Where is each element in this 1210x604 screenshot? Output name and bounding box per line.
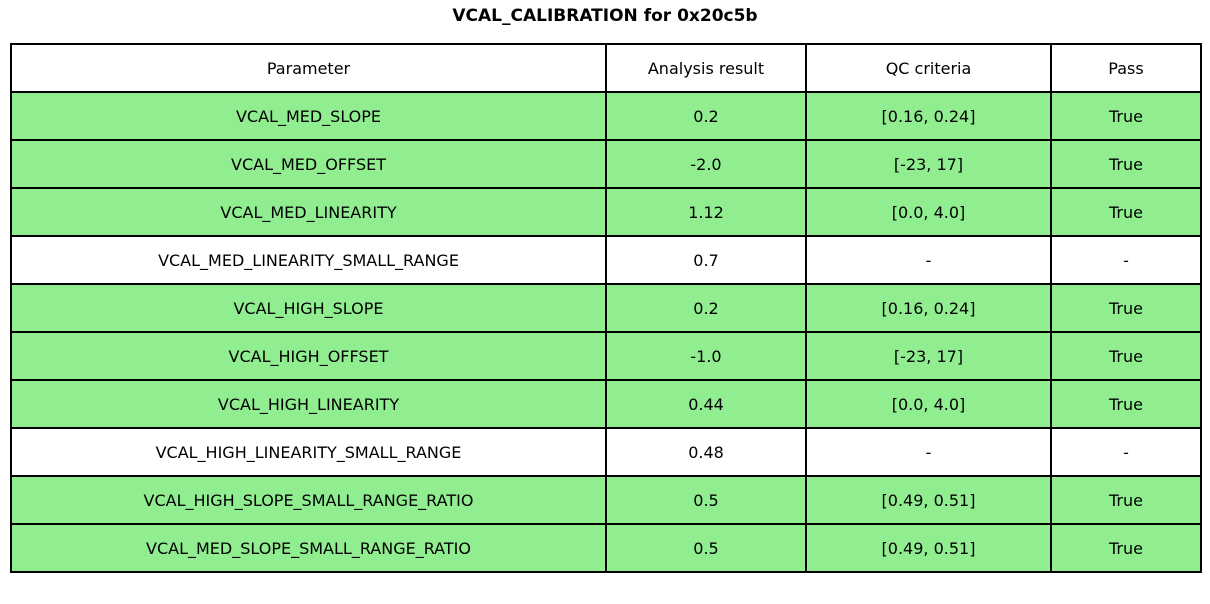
table-row: VCAL_HIGH_LINEARITY 0.44 [0.0, 4.0] True bbox=[10, 379, 1202, 429]
result-cell: 0.5 bbox=[605, 475, 807, 525]
qc-cell: [0.0, 4.0] bbox=[805, 187, 1052, 237]
table-row: VCAL_MED_OFFSET -2.0 [-23, 17] True bbox=[10, 139, 1202, 189]
table-row: VCAL_MED_LINEARITY_SMALL_RANGE 0.7 - - bbox=[10, 235, 1202, 285]
table-row: VCAL_MED_SLOPE 0.2 [0.16, 0.24] True bbox=[10, 91, 1202, 141]
param-cell: VCAL_MED_SLOPE_SMALL_RANGE_RATIO bbox=[10, 523, 607, 573]
param-cell: VCAL_HIGH_LINEARITY bbox=[10, 379, 607, 429]
pass-cell: True bbox=[1050, 475, 1202, 525]
table-row: VCAL_HIGH_OFFSET -1.0 [-23, 17] True bbox=[10, 331, 1202, 381]
pass-cell: True bbox=[1050, 331, 1202, 381]
pass-cell: - bbox=[1050, 235, 1202, 285]
table-row: VCAL_HIGH_LINEARITY_SMALL_RANGE 0.48 - - bbox=[10, 427, 1202, 477]
qc-cell: [0.49, 0.51] bbox=[805, 475, 1052, 525]
pass-cell: True bbox=[1050, 139, 1202, 189]
result-cell: -1.0 bbox=[605, 331, 807, 381]
result-cell: 0.48 bbox=[605, 427, 807, 477]
param-cell: VCAL_HIGH_OFFSET bbox=[10, 331, 607, 381]
table-row: VCAL_HIGH_SLOPE 0.2 [0.16, 0.24] True bbox=[10, 283, 1202, 333]
qc-cell: - bbox=[805, 235, 1052, 285]
pass-cell: True bbox=[1050, 187, 1202, 237]
qc-cell: [0.16, 0.24] bbox=[805, 91, 1052, 141]
col-header-qc-criteria: QC criteria bbox=[805, 43, 1052, 93]
param-cell: VCAL_HIGH_LINEARITY_SMALL_RANGE bbox=[10, 427, 607, 477]
result-cell: 0.44 bbox=[605, 379, 807, 429]
col-header-parameter: Parameter bbox=[10, 43, 607, 93]
figure-title: VCAL_CALIBRATION for 0x20c5b bbox=[452, 6, 758, 26]
table-row: VCAL_MED_LINEARITY 1.12 [0.0, 4.0] True bbox=[10, 187, 1202, 237]
param-cell: VCAL_MED_LINEARITY bbox=[10, 187, 607, 237]
col-header-analysis-result: Analysis result bbox=[605, 43, 807, 93]
pass-cell: - bbox=[1050, 427, 1202, 477]
qc-cell: [-23, 17] bbox=[805, 139, 1052, 189]
param-cell: VCAL_MED_OFFSET bbox=[10, 139, 607, 189]
qc-cell: [0.16, 0.24] bbox=[805, 283, 1052, 333]
pass-cell: True bbox=[1050, 91, 1202, 141]
result-cell: 1.12 bbox=[605, 187, 807, 237]
param-cell: VCAL_MED_LINEARITY_SMALL_RANGE bbox=[10, 235, 607, 285]
pass-cell: True bbox=[1050, 283, 1202, 333]
qc-cell: [-23, 17] bbox=[805, 331, 1052, 381]
result-cell: 0.7 bbox=[605, 235, 807, 285]
pass-cell: True bbox=[1050, 379, 1202, 429]
qc-cell: - bbox=[805, 427, 1052, 477]
param-cell: VCAL_HIGH_SLOPE_SMALL_RANGE_RATIO bbox=[10, 475, 607, 525]
header-row: Parameter Analysis result QC criteria Pa… bbox=[10, 43, 1202, 93]
table-row: VCAL_MED_SLOPE_SMALL_RANGE_RATIO 0.5 [0.… bbox=[10, 523, 1202, 573]
param-cell: VCAL_MED_SLOPE bbox=[10, 91, 607, 141]
qc-cell: [0.49, 0.51] bbox=[805, 523, 1052, 573]
table-row: VCAL_HIGH_SLOPE_SMALL_RANGE_RATIO 0.5 [0… bbox=[10, 475, 1202, 525]
param-cell: VCAL_HIGH_SLOPE bbox=[10, 283, 607, 333]
col-header-pass: Pass bbox=[1050, 43, 1202, 93]
result-cell: 0.2 bbox=[605, 91, 807, 141]
pass-cell: True bbox=[1050, 523, 1202, 573]
result-cell: 0.5 bbox=[605, 523, 807, 573]
qc-results-table: Parameter Analysis result QC criteria Pa… bbox=[10, 43, 1202, 573]
qc-cell: [0.0, 4.0] bbox=[805, 379, 1052, 429]
result-cell: 0.2 bbox=[605, 283, 807, 333]
result-cell: -2.0 bbox=[605, 139, 807, 189]
